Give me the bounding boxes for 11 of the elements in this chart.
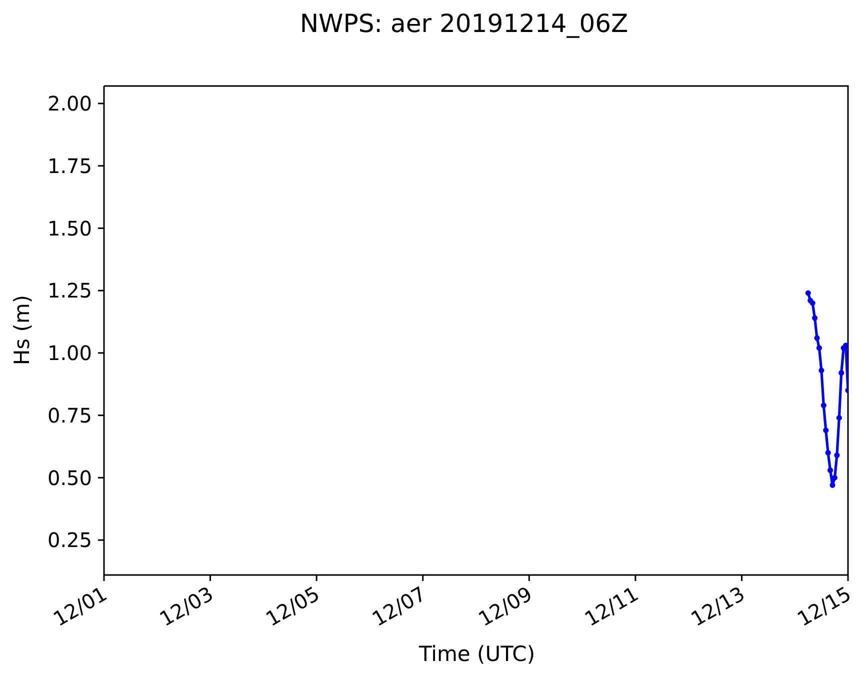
y-tick-label: 1.50	[47, 216, 92, 240]
y-tick-label: 0.75	[47, 403, 92, 428]
y-tick-label: 1.25	[47, 278, 92, 303]
y-tick-label: 0.25	[47, 528, 92, 552]
chart-title: NWPS: aer 20191214_06Z	[300, 9, 628, 38]
y-tick-label: 1.75	[47, 154, 92, 178]
y-tick-label: 2.00	[47, 92, 92, 116]
y-axis-title: Hs (m)	[10, 294, 34, 366]
y-tick-label: 0.50	[47, 466, 92, 490]
y-tick-label: 1.00	[47, 341, 92, 366]
x-axis-title: Time (UTC)	[418, 642, 536, 666]
